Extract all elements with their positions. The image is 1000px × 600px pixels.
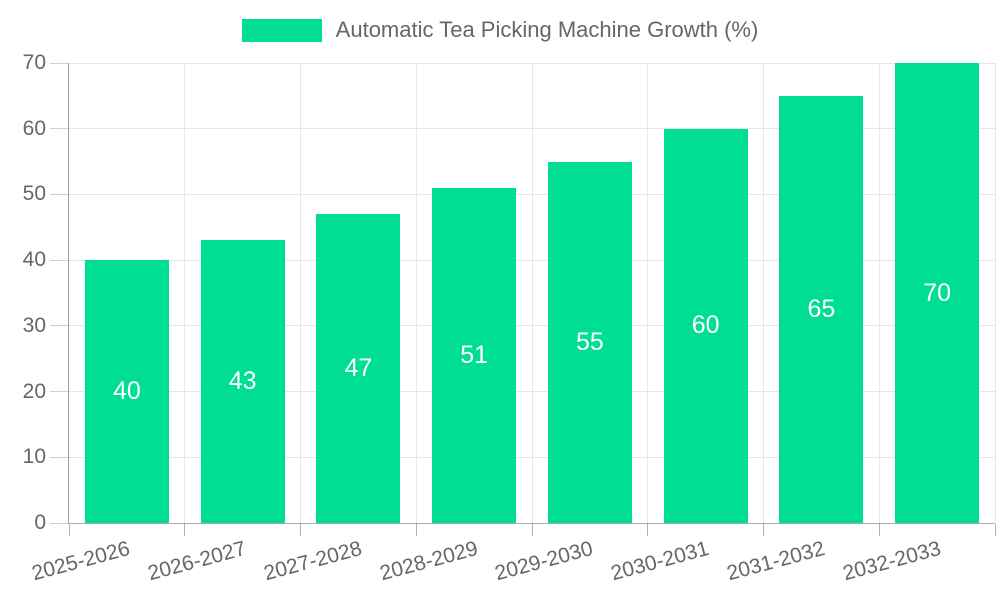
plot-area: 0 10 20 30 40 50 60 70 40 43 47 51 55 60 65 70 2025-2026… xyxy=(23,51,996,585)
legend-swatch xyxy=(241,18,322,42)
y-tick-label: 0 xyxy=(34,511,46,534)
x-tick-mark xyxy=(647,524,649,536)
x-tick-mark xyxy=(300,524,301,536)
x-tick-label: 2032-2033 xyxy=(840,537,944,586)
x-tick-mark xyxy=(68,524,70,536)
x-tick-mark xyxy=(878,524,880,536)
bar: 55 xyxy=(547,161,632,523)
x-tick-mark xyxy=(184,524,186,536)
bar-value-label: 55 xyxy=(575,327,604,356)
x-tick-mark xyxy=(994,524,996,536)
y-tick-label: 40 xyxy=(22,248,46,272)
gridline-v xyxy=(994,63,996,523)
y-tick-mark xyxy=(50,325,68,327)
y-tick-mark xyxy=(50,193,68,195)
bar-value-label: 70 xyxy=(923,278,952,307)
bar-value-label: 65 xyxy=(807,294,836,323)
x-tick-label: 2029-2030 xyxy=(492,537,596,586)
bar: 65 xyxy=(779,95,864,523)
bar: 43 xyxy=(200,240,285,523)
y-tick-label: 30 xyxy=(22,313,46,337)
gridline-v xyxy=(531,63,533,523)
bar-value-label: 51 xyxy=(460,340,489,369)
x-tick-label: 2030-2031 xyxy=(608,537,712,586)
y-tick-label: 10 xyxy=(22,445,46,469)
y-tick-label: 70 xyxy=(22,51,46,74)
y-tick-mark xyxy=(50,391,68,393)
x-tick-mark xyxy=(531,524,533,536)
y-tick-mark xyxy=(50,62,68,64)
x-tick-label: 2028-2029 xyxy=(377,537,481,586)
bar-value-label: 43 xyxy=(228,367,257,396)
x-tick-mark xyxy=(763,524,764,536)
bar: 70 xyxy=(895,63,980,523)
bar-value-label: 60 xyxy=(691,311,720,340)
y-tick-label: 60 xyxy=(22,116,46,140)
gridline-v xyxy=(415,63,417,523)
x-tick-label: 2026-2027 xyxy=(145,537,249,586)
bar: 40 xyxy=(84,260,169,523)
legend: Automatic Tea Picking Machine Growth (%) xyxy=(0,17,1000,43)
gridline-v xyxy=(300,63,301,523)
x-tick-label: 2025-2026 xyxy=(29,537,133,586)
x-tick-label: 2031-2032 xyxy=(724,537,828,586)
bar: 51 xyxy=(432,187,517,523)
y-tick-mark xyxy=(50,456,68,458)
gridline-v xyxy=(647,63,649,523)
legend-label: Automatic Tea Picking Machine Growth (%) xyxy=(335,17,759,42)
y-tick-mark xyxy=(50,259,68,261)
x-tick-label: 2027-2028 xyxy=(261,537,365,586)
bar: 60 xyxy=(663,128,748,523)
y-tick-mark xyxy=(50,522,68,524)
gridline-v xyxy=(184,63,186,523)
bar: 47 xyxy=(316,214,401,523)
y-tick-label: 50 xyxy=(22,182,46,206)
gridline-v xyxy=(878,63,880,523)
bar-value-label: 47 xyxy=(344,354,373,383)
y-tick-mark xyxy=(50,128,68,130)
gridline-v xyxy=(763,63,764,523)
bar-value-label: 40 xyxy=(112,377,141,406)
x-tick-mark xyxy=(415,524,417,536)
y-tick-label: 20 xyxy=(22,379,46,403)
